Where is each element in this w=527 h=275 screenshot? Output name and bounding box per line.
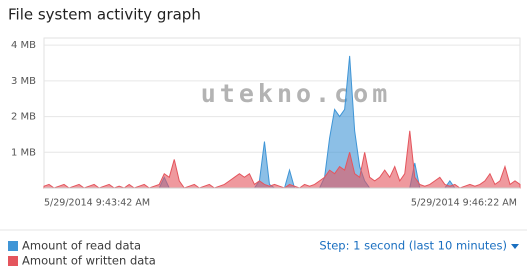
chevron[interactable]	[511, 244, 519, 249]
legend-swatch	[8, 256, 18, 266]
y-tick-label: 4 MB	[11, 40, 36, 51]
y-tick-label: 2 MB	[11, 112, 36, 123]
area-series	[44, 55, 520, 189]
step-text[interactable]: Step: 1 second (last 10 minutes)	[319, 239, 507, 253]
legend-label: Amount of read data	[22, 239, 141, 253]
y-tick-label: 3 MB	[11, 76, 36, 87]
plot-frame	[43, 37, 521, 189]
legend-label: Amount of written data	[22, 254, 156, 268]
page-title: File system activity graph	[8, 6, 201, 24]
x-tick-label: 5/29/2014 9:46:22 AM	[411, 198, 517, 209]
step-selector[interactable]: Step: 1 second (last 10 minutes)	[319, 239, 519, 253]
legend-swatch	[8, 241, 18, 251]
x-tick-label: 5/29/2014 9:43:42 AM	[44, 198, 150, 209]
area-series	[43, 130, 521, 189]
y-tick-label: 1 MB	[11, 147, 36, 158]
watermark: utekno.com	[201, 79, 392, 108]
